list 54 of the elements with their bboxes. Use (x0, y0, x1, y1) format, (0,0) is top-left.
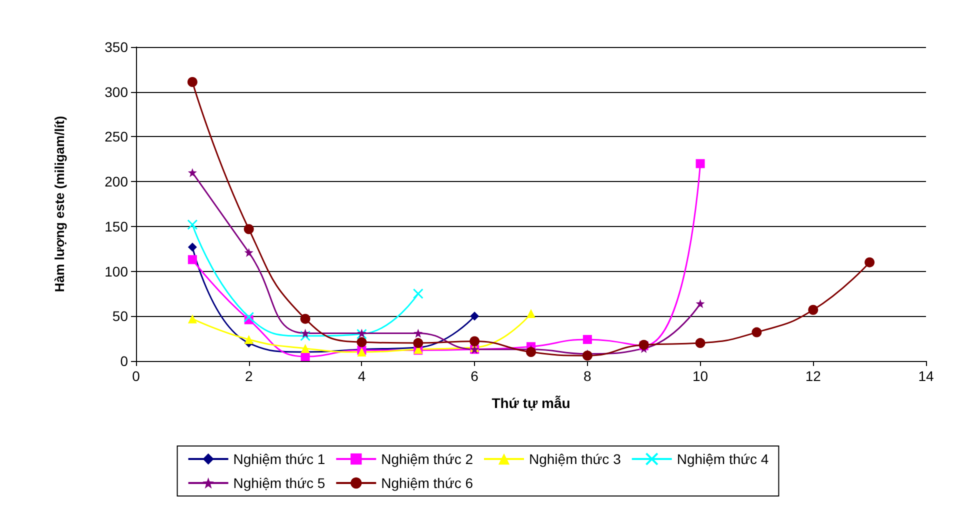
point (526, 347, 536, 358)
point (244, 334, 254, 344)
point (300, 330, 311, 342)
point (526, 308, 536, 318)
point (356, 337, 367, 348)
point (414, 328, 423, 338)
point (244, 224, 254, 234)
point (412, 288, 424, 299)
y-tick-label: 200 (104, 174, 128, 190)
point (582, 350, 592, 361)
point (695, 338, 706, 348)
legend-label: Nghiệm thức 3 (529, 451, 622, 467)
legend-label: Nghiệm thức 6 (381, 475, 474, 491)
point (752, 327, 762, 338)
point (188, 255, 197, 264)
legend-label: Nghiệm thức 5 (233, 475, 326, 491)
point (696, 299, 705, 308)
legend-label: Nghiệm thức 1 (233, 451, 326, 467)
legend-label: Nghiệm thức 4 (676, 451, 769, 467)
x-tick-label: 2 (244, 368, 253, 384)
y-tick-label: 250 (104, 128, 128, 145)
point (300, 344, 310, 353)
y-tick-label: 50 (112, 308, 128, 324)
point (187, 219, 198, 230)
x-tick-label: 4 (358, 368, 366, 384)
point (470, 336, 480, 346)
x-tick-label: 14 (918, 368, 934, 384)
point (188, 242, 197, 252)
x-axis-title: Thứ tự mẫu (492, 395, 570, 411)
y-tick-label: 300 (104, 84, 128, 100)
point (470, 312, 480, 321)
point (864, 257, 875, 268)
point (188, 314, 197, 324)
legend-label: Nghiệm thức 2 (381, 451, 474, 467)
x-tick-label: 8 (584, 368, 592, 384)
point (188, 168, 197, 178)
point (582, 334, 592, 344)
x-tick-label: 0 (132, 368, 140, 384)
point (808, 304, 818, 315)
y-tick-label: 0 (120, 353, 128, 369)
y-tick-label: 100 (104, 263, 128, 280)
point (244, 312, 254, 322)
point (300, 328, 310, 338)
y-tick-label: 150 (104, 218, 128, 234)
point (413, 338, 424, 348)
y-tick-label: 350 (104, 39, 128, 55)
x-tick-label: 6 (470, 368, 479, 384)
point (187, 76, 198, 87)
y-axis-title: Hàm lượng este (miligam/lít) (52, 116, 67, 292)
x-tick-label: 12 (805, 368, 822, 384)
point (244, 248, 254, 257)
point (696, 159, 705, 168)
x-tick-label: 10 (692, 368, 708, 384)
point (300, 314, 310, 324)
